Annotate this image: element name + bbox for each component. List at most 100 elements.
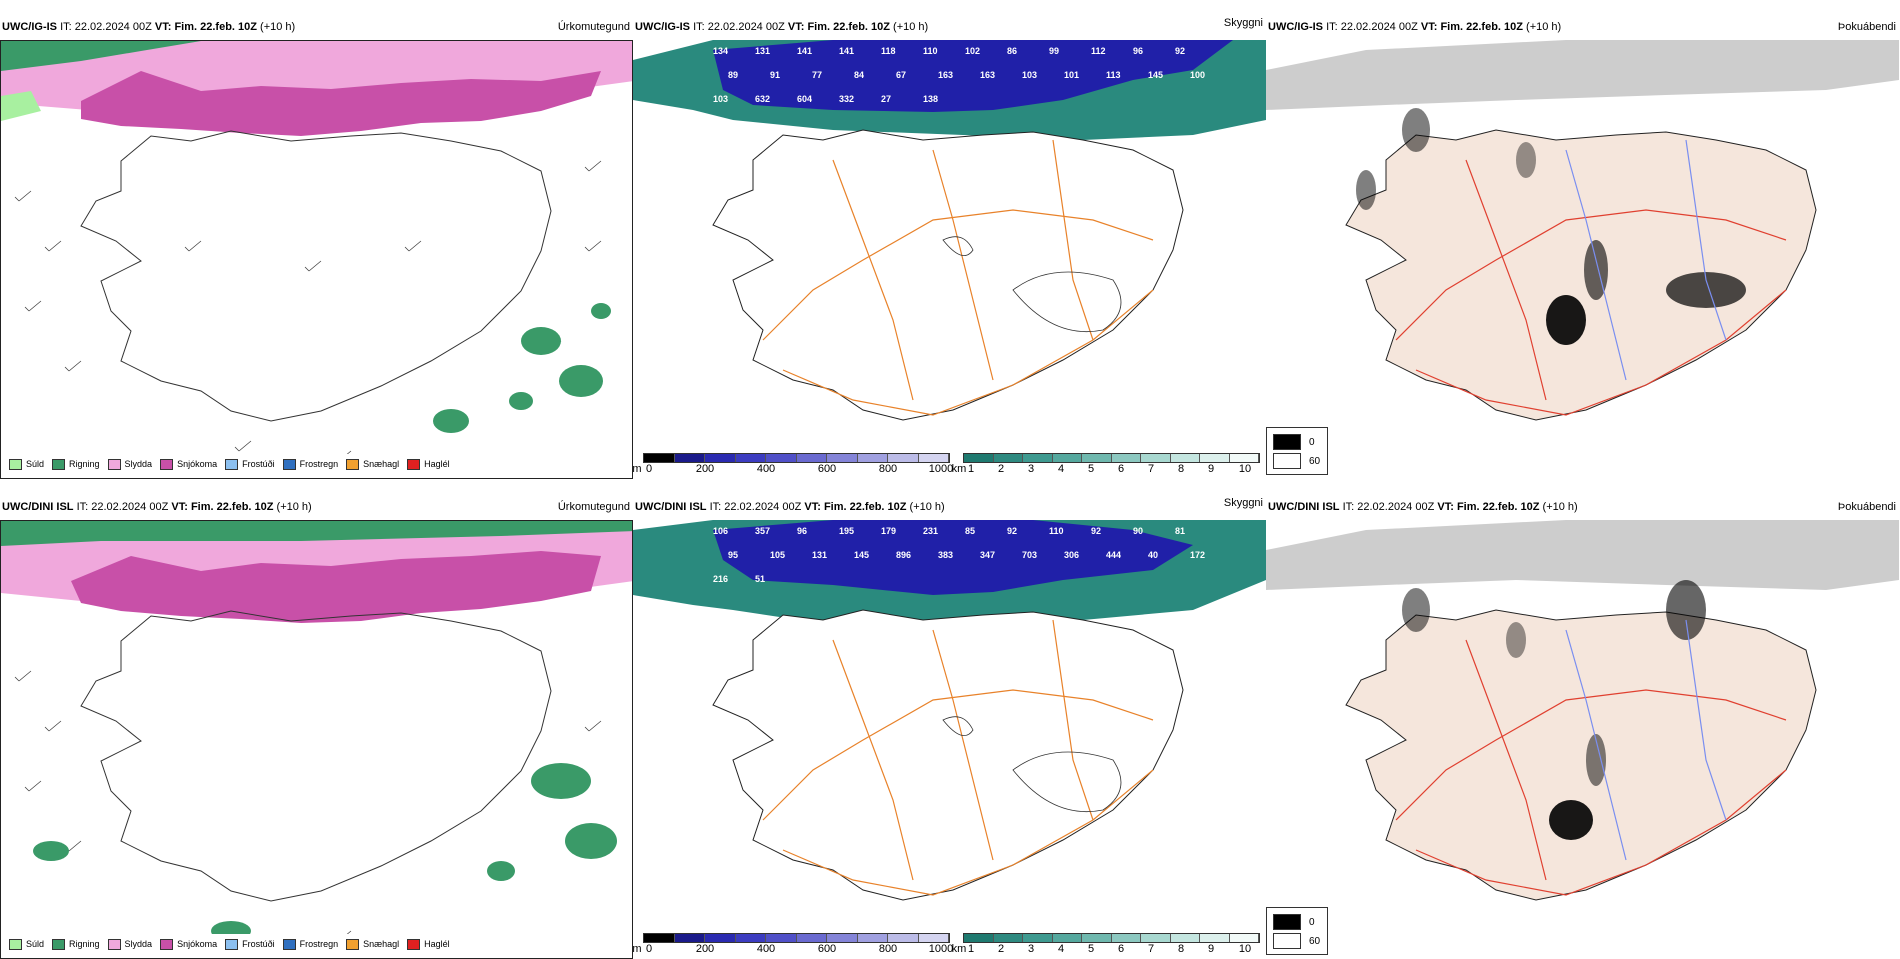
scale-tick: 6 xyxy=(1117,943,1125,955)
precip-type-panel: UWC/IG-IS IT: 22.02.2024 00Z VT: Fim. 22… xyxy=(0,14,633,479)
legend-label: Súld xyxy=(26,459,45,469)
legend-item: Haglél xyxy=(407,938,450,950)
snow-area xyxy=(81,71,601,136)
source-label: UWC/DINI ISL xyxy=(635,501,707,513)
it-prefix: IT: xyxy=(1342,501,1355,513)
visibility-value-label: 703 xyxy=(1022,550,1037,560)
wind-barbs xyxy=(14,160,602,462)
legend-label: Frostregn xyxy=(299,459,339,469)
scale-swatch xyxy=(993,934,1023,942)
glaciers xyxy=(942,716,1122,813)
scale-swatch xyxy=(964,454,994,462)
visibility-value-label: 99 xyxy=(1049,46,1059,56)
legend-item: Snæhagl xyxy=(346,458,399,470)
precip-type-panel: UWC/DINI ISL IT: 22.02.2024 00Z VT: Fim.… xyxy=(0,494,633,959)
it-value: 22.02.2024 00Z xyxy=(91,501,169,513)
visibility-scale: m 0 200 400 600 800 1000 km 1 2 3 4 5 6 … xyxy=(633,449,1266,479)
scale-swatch xyxy=(993,454,1023,462)
legend-swatch xyxy=(160,938,174,950)
snow-area xyxy=(71,551,601,623)
fog-legend-row: 60 xyxy=(1273,933,1320,949)
scale-swatch xyxy=(1052,934,1082,942)
scale-tick: 10 xyxy=(1238,463,1252,475)
fog-legend-row: 0 xyxy=(1273,914,1315,930)
scale-tick: 5 xyxy=(1087,943,1095,955)
scale-swatch xyxy=(735,454,766,462)
scale-swatch xyxy=(827,934,858,942)
legend-swatch xyxy=(282,458,296,470)
vt-value: Fim. 22.feb. 10Z xyxy=(1456,501,1540,513)
scale-tick: 0 xyxy=(645,463,653,475)
vt-prefix: VT: xyxy=(171,501,188,513)
scale-tick: 1 xyxy=(967,943,975,955)
legend-item: Snjókoma xyxy=(160,458,217,470)
visibility-value-label: 163 xyxy=(980,70,995,80)
legend-swatch xyxy=(9,458,22,470)
scale-swatch xyxy=(1200,934,1230,942)
visibility-value-label: 77 xyxy=(812,70,822,80)
visibility-value-label: 92 xyxy=(1007,526,1017,536)
scale-swatch xyxy=(1111,454,1141,462)
fog-swatch-black xyxy=(1273,914,1301,930)
visibility-value-label: 444 xyxy=(1106,550,1121,560)
scale-swatch xyxy=(1082,454,1112,462)
visibility-value-label: 103 xyxy=(713,94,728,104)
scale-tick: 3 xyxy=(1027,943,1035,955)
rain-cells xyxy=(33,763,617,941)
lead-time: (+10 h) xyxy=(260,21,296,33)
scale-swatch xyxy=(888,454,919,462)
scale-tick: 7 xyxy=(1147,463,1155,475)
scale-tick: 9 xyxy=(1207,463,1215,475)
it-value: 22.02.2024 00Z xyxy=(74,21,152,33)
vt-prefix: VT: xyxy=(1420,21,1438,33)
scale-swatch xyxy=(918,454,949,462)
visibility-value-label: 145 xyxy=(854,550,869,560)
visibility-value-label: 101 xyxy=(1064,70,1079,80)
visibility-value-label: 179 xyxy=(881,526,896,536)
legend-swatch xyxy=(52,458,66,470)
lead-time: (+10 h) xyxy=(1542,501,1578,513)
fog-swatch-white xyxy=(1273,933,1301,949)
iceland-outline xyxy=(712,609,1184,901)
source-label: UWC/IG-IS xyxy=(635,21,690,33)
vt-prefix: VT: xyxy=(1437,501,1454,513)
fog-panel: UWC/DINI ISL IT: 22.02.2024 00Z VT: Fim.… xyxy=(1266,494,1899,959)
vt-value: Fim. 22.feb. 10Z xyxy=(823,501,907,513)
source-label: UWC/IG-IS xyxy=(1268,21,1323,33)
lead-time: (+10 h) xyxy=(276,501,312,513)
fog-band xyxy=(1266,40,1899,110)
legend-swatch xyxy=(107,938,121,950)
visibility-value-label: 51 xyxy=(755,574,765,584)
scale-tick: 4 xyxy=(1057,463,1065,475)
scale-tick: 400 xyxy=(756,943,776,955)
visibility-value-label: 195 xyxy=(839,526,854,536)
roads-rivers xyxy=(1395,619,1787,896)
visibility-value-label: 113 xyxy=(1106,70,1121,80)
precip-map: Súld Rigning Slydda Snjókoma Frostúði Fr… xyxy=(0,40,633,479)
it-value: 22.02.2024 00Z xyxy=(707,21,785,33)
scale-swatch xyxy=(1141,934,1171,942)
scale-tick: 2 xyxy=(997,943,1005,955)
scale-unit-km: km xyxy=(951,463,967,475)
legend-swatch xyxy=(407,458,421,470)
visibility-value-label: 96 xyxy=(1133,46,1143,56)
scale-bar-km xyxy=(963,933,1260,943)
fog-legend-row: 60 xyxy=(1273,453,1320,469)
iceland-outline xyxy=(80,130,552,422)
scale-tick: 4 xyxy=(1057,943,1065,955)
legend-label: Snjókoma xyxy=(177,939,218,949)
visibility-value-label: 90 xyxy=(1133,526,1143,536)
legend-item: Slydda xyxy=(107,458,152,470)
scale-bar-m xyxy=(643,453,950,463)
lead-time: (+10 h) xyxy=(893,21,929,33)
scale-tick: 800 xyxy=(878,943,898,955)
panel-title: Úrkomutegund xyxy=(557,501,630,513)
fog-legend: 0 60 xyxy=(1266,427,1328,475)
fog-spots xyxy=(1402,580,1706,840)
glaciers xyxy=(942,236,1122,333)
scale-swatch xyxy=(644,934,675,942)
scale-tick: 6 xyxy=(1117,463,1125,475)
precip-map: Súld Rigning Slydda Snjókoma Frostúði Fr… xyxy=(0,520,633,959)
panel-header: UWC/DINI ISL IT: 22.02.2024 00Z VT: Fim.… xyxy=(0,494,633,520)
scale-tick: 1000 xyxy=(928,943,954,955)
